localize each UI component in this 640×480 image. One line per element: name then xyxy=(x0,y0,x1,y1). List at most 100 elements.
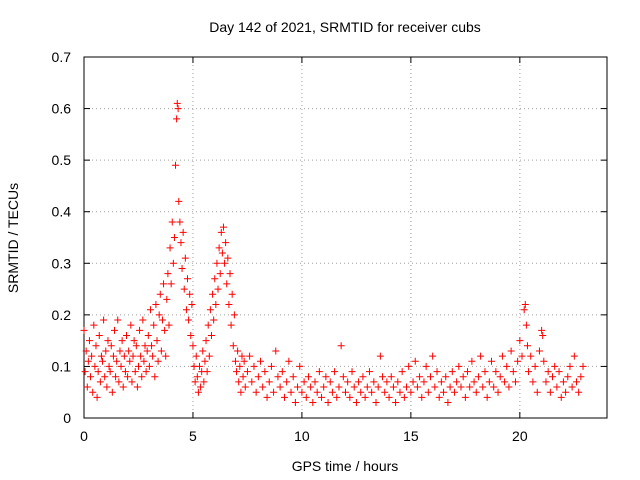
data-point xyxy=(140,357,148,365)
data-point xyxy=(540,357,548,365)
data-point xyxy=(181,254,189,262)
data-point xyxy=(236,362,244,370)
data-point xyxy=(494,388,502,396)
data-point xyxy=(92,342,100,350)
data-point xyxy=(350,383,358,391)
data-point xyxy=(555,368,563,376)
data-point xyxy=(365,368,373,376)
data-point xyxy=(128,378,136,386)
data-point xyxy=(479,383,487,391)
data-point xyxy=(538,326,546,334)
data-point xyxy=(257,357,265,365)
data-point xyxy=(152,301,160,309)
data-point xyxy=(134,362,142,370)
data-point xyxy=(518,352,526,360)
data-point xyxy=(163,295,171,303)
data-point xyxy=(246,352,254,360)
data-point xyxy=(166,244,174,252)
data-point xyxy=(192,352,200,360)
data-point xyxy=(523,342,531,350)
data-point xyxy=(215,244,223,252)
data-point xyxy=(227,321,235,329)
data-point xyxy=(170,234,178,241)
data-point xyxy=(95,331,103,339)
data-point xyxy=(146,306,154,314)
data-point xyxy=(209,290,217,298)
data-point xyxy=(155,311,163,319)
data-point xyxy=(361,393,369,401)
data-point xyxy=(498,352,506,360)
data-point xyxy=(226,270,234,278)
data-point xyxy=(289,373,297,381)
data-point xyxy=(224,254,232,262)
data-point xyxy=(199,347,207,355)
data-point xyxy=(374,383,382,391)
data-point xyxy=(309,399,317,407)
data-point xyxy=(223,280,231,288)
data-point xyxy=(248,378,256,386)
data-point xyxy=(501,378,509,386)
data-point xyxy=(87,373,95,381)
data-point xyxy=(383,378,391,386)
data-point xyxy=(138,373,146,381)
data-point xyxy=(203,368,211,376)
data-point xyxy=(131,368,139,376)
data-point xyxy=(213,259,221,267)
data-point xyxy=(466,383,474,391)
data-point xyxy=(557,393,565,401)
data-point xyxy=(542,378,550,386)
data-point xyxy=(488,357,496,365)
data-point xyxy=(83,383,91,391)
x-axis-label: GPS time / hours xyxy=(292,458,399,474)
data-point xyxy=(165,321,173,329)
data-point xyxy=(418,393,426,401)
x-tick-label: 5 xyxy=(189,428,197,444)
data-point xyxy=(416,373,424,381)
data-point xyxy=(222,239,230,247)
data-point xyxy=(352,399,360,407)
data-point xyxy=(241,383,249,391)
data-point xyxy=(121,368,129,376)
y-tick-label: 0.6 xyxy=(52,101,72,117)
data-point xyxy=(240,357,248,365)
y-tick-label: 0.5 xyxy=(52,152,72,168)
data-point xyxy=(420,378,428,386)
data-point xyxy=(218,249,226,257)
data-point xyxy=(474,373,482,381)
data-point xyxy=(175,197,183,205)
data-point xyxy=(531,362,539,370)
data-point xyxy=(422,362,430,370)
data-point xyxy=(243,368,251,376)
data-point xyxy=(234,347,242,355)
y-axis-label: SRMTID / TECUs xyxy=(5,183,21,293)
data-point xyxy=(448,368,456,376)
data-point xyxy=(137,352,145,360)
data-point xyxy=(180,285,188,293)
data-point xyxy=(81,368,89,376)
data-point xyxy=(178,264,186,272)
data-point xyxy=(216,270,224,278)
data-point xyxy=(322,373,330,381)
data-point xyxy=(527,352,535,360)
data-point xyxy=(160,280,168,288)
data-point xyxy=(398,368,406,376)
y-tick-label: 0 xyxy=(63,410,71,426)
data-point xyxy=(539,331,547,339)
data-point xyxy=(357,388,365,396)
data-point xyxy=(202,337,210,345)
data-point xyxy=(333,393,341,401)
data-point xyxy=(228,290,236,298)
data-point xyxy=(346,393,354,401)
data-point xyxy=(315,368,323,376)
data-point xyxy=(193,373,201,381)
data-point xyxy=(533,388,541,396)
data-point xyxy=(158,316,166,324)
data-point xyxy=(164,270,172,278)
data-point xyxy=(568,383,576,391)
y-tick-label: 0.2 xyxy=(52,307,72,323)
data-point xyxy=(348,368,356,376)
data-point xyxy=(167,280,175,288)
data-point xyxy=(403,383,411,391)
data-point xyxy=(217,228,225,236)
data-point xyxy=(139,316,147,324)
